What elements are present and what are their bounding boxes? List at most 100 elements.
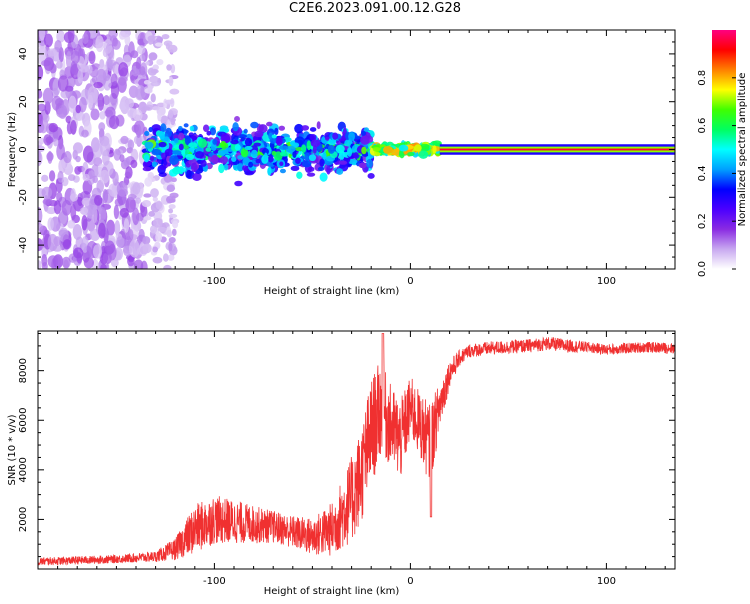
spectral-cell: [46, 207, 57, 215]
spectral-cell: [168, 237, 176, 244]
spectral-cell: [132, 68, 140, 77]
spectral-cell: [113, 204, 119, 220]
spectral-cell: [41, 186, 53, 199]
spectral-cell: [124, 34, 131, 46]
spectral-cell: [56, 142, 66, 161]
spectral-cell: [132, 182, 141, 195]
colorbar-tick-label: 0.6: [697, 118, 708, 134]
spectral-cell: [244, 137, 253, 147]
spectral-cell: [82, 33, 89, 45]
spectral-cell: [38, 46, 46, 54]
spectral-cell: [57, 75, 69, 92]
spectral-cell: [292, 150, 297, 159]
spectral-cell: [158, 141, 167, 148]
spectral-cell: [43, 57, 55, 71]
spectral-cell: [156, 36, 164, 43]
spectrogram-xtick-label: 0: [407, 276, 413, 287]
spectral-cell: [206, 130, 212, 136]
spectral-cell: [171, 150, 182, 155]
spectral-cell: [312, 145, 317, 154]
spectral-cell: [267, 155, 274, 163]
spectral-cell: [144, 141, 154, 149]
spectral-cell: [67, 174, 76, 182]
spectral-cell: [132, 207, 140, 226]
spectral-cell: [114, 247, 123, 261]
spectral-cell: [130, 159, 138, 169]
spectral-cell: [155, 232, 163, 242]
spectral-cell: [166, 229, 173, 238]
spectral-cell: [309, 134, 317, 141]
spectral-cell: [166, 184, 176, 192]
spectral-cell: [218, 163, 225, 174]
colorbar-tick-label: 0.2: [697, 213, 708, 229]
spectral-cell: [210, 143, 217, 151]
spectral-cell: [217, 150, 225, 156]
spectral-cell: [220, 140, 227, 148]
spectrogram-ytick-label: 0: [18, 146, 29, 152]
spectral-cell: [186, 169, 192, 178]
spectral-cell: [178, 132, 185, 141]
colorbar-label: Normalized spectral amplitude: [737, 73, 748, 227]
spectral-cell: [38, 103, 46, 112]
spectral-cell: [162, 253, 169, 262]
spectral-cell: [65, 51, 72, 70]
snr-ytick-label: 2000: [18, 507, 29, 532]
spectral-cell: [99, 169, 110, 184]
snr-xtick-label: 100: [597, 576, 616, 587]
spectral-cell: [220, 133, 231, 144]
spectral-cell: [81, 129, 89, 138]
spectral-cell: [127, 193, 137, 200]
colorbar-tick-label: 0.0: [697, 261, 708, 277]
spectral-cell: [168, 204, 176, 210]
spectral-cell: [159, 131, 165, 140]
spectral-cell: [136, 45, 146, 55]
spectral-cell: [135, 197, 142, 204]
spectral-cell: [110, 73, 118, 86]
spectral-cell: [67, 30, 75, 43]
spectral-cell: [348, 132, 355, 142]
spectral-cell: [168, 208, 174, 214]
spectral-cell: [149, 225, 158, 234]
spectral-cell: [129, 239, 140, 258]
spectral-cell: [244, 146, 253, 151]
spectral-cell: [407, 152, 415, 157]
spectral-cell: [327, 144, 335, 154]
spectral-cell: [41, 261, 48, 269]
spectral-cell: [301, 144, 307, 153]
spectral-cell: [74, 165, 82, 175]
spectral-cell: [152, 64, 159, 71]
colorbar: 0.0 0.2 0.4 0.6 0.8 Normalized spectral ampli…: [697, 30, 748, 277]
spectral-cell: [75, 155, 81, 163]
spectral-cell: [47, 150, 53, 164]
spectral-cell: [86, 64, 93, 74]
spectral-cell: [275, 136, 283, 146]
spectral-cell: [279, 161, 284, 166]
spectral-cell: [147, 35, 156, 42]
spectral-cell: [271, 134, 277, 139]
spectral-cell: [326, 165, 331, 175]
spectral-cell: [366, 158, 373, 169]
spectral-cell: [99, 139, 111, 157]
spectral-cell: [167, 44, 178, 53]
spectral-cell: [151, 161, 157, 168]
spectral-cell: [39, 30, 46, 41]
spectral-cell: [382, 146, 393, 154]
spectral-cell: [391, 148, 401, 156]
spectral-cell: [178, 143, 184, 151]
spectral-cell: [116, 181, 128, 197]
spectral-cell: [143, 79, 151, 85]
spectral-cell: [148, 126, 153, 133]
spectral-cell: [168, 76, 174, 87]
spectral-cell: [178, 125, 183, 132]
snr-frame: [37, 330, 676, 570]
spectral-cell: [111, 39, 121, 50]
spectral-cell: [152, 218, 163, 228]
spectral-cell: [306, 172, 316, 177]
spectral-cell: [112, 171, 119, 186]
spectral-cell: [38, 112, 44, 128]
spectral-cell: [280, 151, 289, 157]
spectral-cell: [306, 140, 312, 151]
spectral-cell: [156, 58, 164, 66]
spectral-cell: [184, 135, 191, 146]
spectral-cell: [278, 145, 289, 150]
